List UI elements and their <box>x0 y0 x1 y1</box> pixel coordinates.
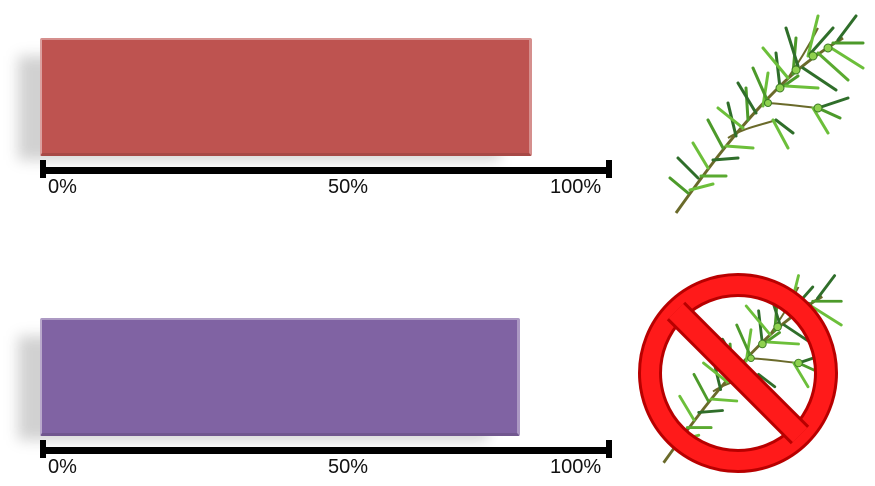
bar-value <box>40 318 520 436</box>
axis-tick-start <box>40 440 46 458</box>
tick-label-0: 0% <box>48 456 77 478</box>
prohibition-sign-icon <box>638 273 838 473</box>
bar-value <box>40 38 532 156</box>
bar-chart-top: 0% 50% 100% <box>0 0 640 200</box>
axis-tick-start <box>40 160 46 178</box>
x-axis <box>40 167 612 174</box>
x-axis <box>40 447 612 454</box>
herb-sprig-prohibited-icon <box>638 273 843 473</box>
tick-label-0: 0% <box>48 176 77 198</box>
bar-chart-bottom: 0% 50% 100% <box>0 280 640 480</box>
axis-tick-end <box>606 160 612 178</box>
axis-tick-end <box>606 440 612 458</box>
tick-label-100: 100% <box>550 176 602 198</box>
tick-label-100: 100% <box>550 456 602 478</box>
tick-label-50: 50% <box>328 176 369 198</box>
herb-sprig-icon <box>668 14 865 215</box>
tick-label-50: 50% <box>328 456 369 478</box>
